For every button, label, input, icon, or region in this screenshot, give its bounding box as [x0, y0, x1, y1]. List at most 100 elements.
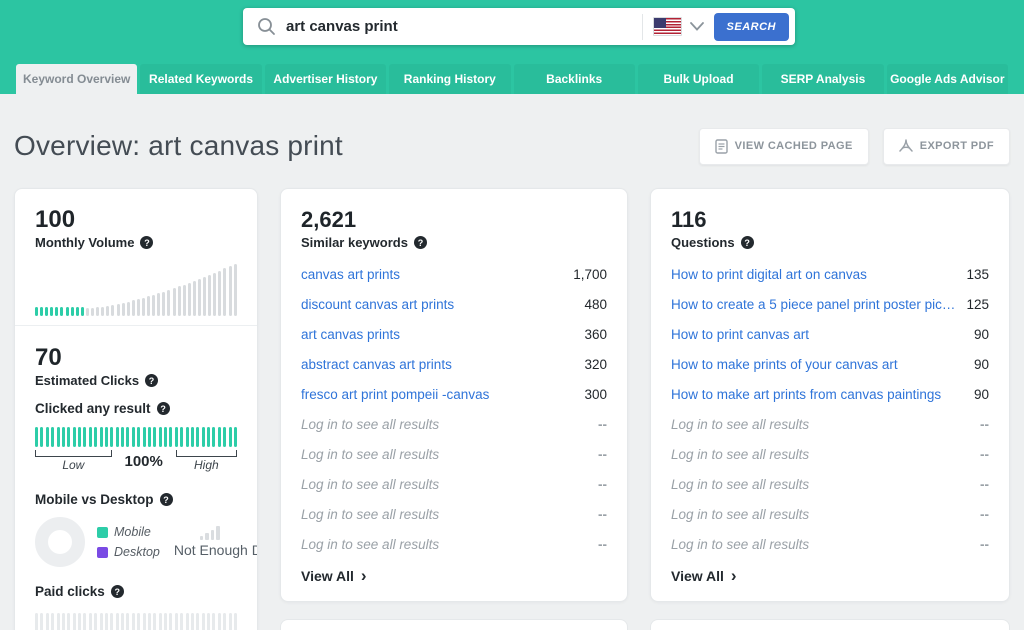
similar-keyword-row: Log in to see all results -- [301, 439, 607, 469]
tab-keyword-overview[interactable]: Keyword Overview [16, 64, 138, 94]
legend: Mobile Desktop [97, 525, 160, 559]
similar-keyword-volume: 480 [584, 296, 607, 312]
question-row: Log in to see all results -- [671, 499, 989, 529]
mini-bar-chart-icon [199, 526, 220, 540]
question-link[interactable]: How to make prints of your canvas art [671, 356, 898, 372]
tab-bulk-upload[interactable]: Bulk Upload [637, 64, 760, 94]
question-volume: 90 [973, 326, 989, 342]
donut-chart [35, 517, 85, 567]
question-locked-text: Log in to see all results [671, 536, 810, 552]
view-cached-page-button[interactable]: VIEW CACHED PAGE [698, 127, 869, 165]
view-cached-page-label: VIEW CACHED PAGE [734, 140, 853, 152]
questions-value: 116 [671, 207, 707, 232]
tab-serp-analysis[interactable]: SERP Analysis [762, 64, 884, 94]
questions-list: How to print digital art on canvas 135 How… [671, 259, 989, 559]
similar-keyword-row: Log in to see all results -- [301, 529, 607, 559]
help-icon[interactable]: ? [740, 236, 754, 249]
similar-keyword-locked-text: Log in to see all results [301, 476, 440, 492]
page-head: Overview: art canvas print VIEW CACHED P… [14, 126, 1010, 166]
similar-keywords-value: 2,621 [301, 207, 357, 232]
similar-keyword-volume: -- [598, 446, 607, 462]
monthly-volume-label: Monthly Volume [35, 235, 135, 250]
cards-grid: 100 Monthly Volume ? 70 Estimated Clicks… [14, 188, 1010, 630]
help-icon[interactable]: ? [110, 585, 124, 598]
question-locked-text: Log in to see all results [671, 446, 810, 462]
question-row: Log in to see all results -- [671, 409, 989, 439]
not-enough-data-block: Not Enough Data [173, 526, 257, 558]
low-label: Low [62, 458, 85, 472]
question-row: How to print digital art on canvas 135 [671, 259, 989, 289]
tab-advertiser-history[interactable]: Advertiser History [264, 64, 387, 94]
similar-keyword-locked-text: Log in to see all results [301, 446, 440, 462]
help-icon[interactable]: ? [145, 374, 159, 387]
chevron-right-icon [731, 568, 737, 584]
search-icon [258, 18, 275, 35]
similar-keyword-locked-text: Log in to see all results [301, 536, 440, 552]
similar-keyword-volume: 1,700 [573, 266, 607, 282]
tab-google-ads-advisor[interactable]: Google Ads Advisor [886, 64, 1008, 94]
high-label: High [193, 458, 219, 472]
search-input[interactable] [286, 18, 632, 35]
view-all-label: View All [671, 568, 724, 584]
question-link[interactable]: How to print canvas art [671, 326, 810, 342]
question-row: How to make prints of your canvas art 90 [671, 349, 989, 379]
question-row: Log in to see all results -- [671, 439, 989, 469]
question-link[interactable]: How to print digital art on canvas [671, 266, 867, 282]
metrics-card: 100 Monthly Volume ? 70 Estimated Clicks… [14, 188, 258, 630]
search-button[interactable]: SEARCH [713, 12, 789, 41]
similar-keyword-locked-text: Log in to see all results [301, 416, 440, 432]
similar-keyword-row: Log in to see all results -- [301, 469, 607, 499]
similar-keyword-link[interactable]: discount canvas art prints [301, 296, 455, 312]
question-row: How to create a 5 piece panel print post… [671, 289, 989, 319]
similar-view-all-link[interactable]: View All [301, 568, 607, 584]
not-enough-data-text: Not Enough Data [173, 542, 257, 558]
question-link[interactable]: How to create a 5 piece panel print post… [671, 296, 957, 312]
desktop-swatch [97, 546, 108, 558]
question-locked-text: Log in to see all results [671, 416, 810, 432]
similar-keyword-row: abstract canvas art prints 320 [301, 349, 607, 379]
question-row: Log in to see all results -- [671, 469, 989, 499]
search-bar: SEARCH [243, 8, 795, 45]
tab-ranking-history[interactable]: Ranking History [389, 64, 511, 94]
similar-keyword-volume: -- [598, 506, 607, 522]
document-icon [714, 138, 728, 154]
paid-clicks-label: Paid clicks [35, 584, 105, 599]
estimated-clicks-label: Estimated Clicks [35, 373, 140, 388]
help-icon[interactable]: ? [156, 402, 170, 415]
export-pdf-button[interactable]: EXPORT PDF [882, 127, 1010, 165]
us-flag-icon[interactable] [652, 17, 682, 36]
head-actions: VIEW CACHED PAGE EXPORT PDF [698, 127, 1010, 165]
chevron-down-icon[interactable] [689, 22, 704, 31]
legend-item-desktop: Desktop [97, 545, 160, 559]
question-volume: -- [980, 476, 989, 492]
mobile-vs-desktop-label: Mobile vs Desktop [35, 492, 154, 507]
help-icon[interactable]: ? [140, 236, 154, 249]
question-link[interactable]: How to make art prints from canvas paint… [671, 386, 942, 402]
tab-related-keywords[interactable]: Related Keywords [140, 64, 262, 94]
similar-keyword-row: canvas art prints 1,700 [301, 259, 607, 289]
similar-keyword-row: art canvas prints 360 [301, 319, 607, 349]
mobile-swatch [97, 526, 108, 538]
monthly-volume-value: 100 [35, 206, 76, 233]
similar-keyword-row: Log in to see all results -- [301, 499, 607, 529]
similar-keyword-volume: 360 [584, 326, 607, 342]
card-stub [650, 619, 1010, 630]
mobile-label: Mobile [114, 525, 151, 539]
similar-keyword-link[interactable]: fresco art print pompeii -canvas [301, 386, 490, 402]
help-icon[interactable]: ? [159, 493, 173, 506]
help-icon[interactable]: ? [413, 236, 427, 249]
question-locked-text: Log in to see all results [671, 506, 810, 522]
similar-keyword-link[interactable]: canvas art prints [301, 266, 401, 282]
question-volume: -- [980, 416, 989, 432]
main-content: Overview: art canvas print VIEW CACHED P… [0, 126, 1024, 630]
divider [15, 325, 257, 326]
similar-keyword-link[interactable]: art canvas prints [301, 326, 401, 342]
question-volume: -- [980, 536, 989, 552]
similar-keywords-label: Similar keywords [301, 235, 408, 250]
similar-keyword-link[interactable]: abstract canvas art prints [301, 356, 452, 372]
question-volume: 90 [973, 356, 989, 372]
chevron-right-icon [361, 568, 367, 584]
questions-view-all-link[interactable]: View All [671, 568, 989, 584]
similar-keyword-row: Log in to see all results -- [301, 409, 607, 439]
tab-backlinks[interactable]: Backlinks [513, 64, 635, 94]
